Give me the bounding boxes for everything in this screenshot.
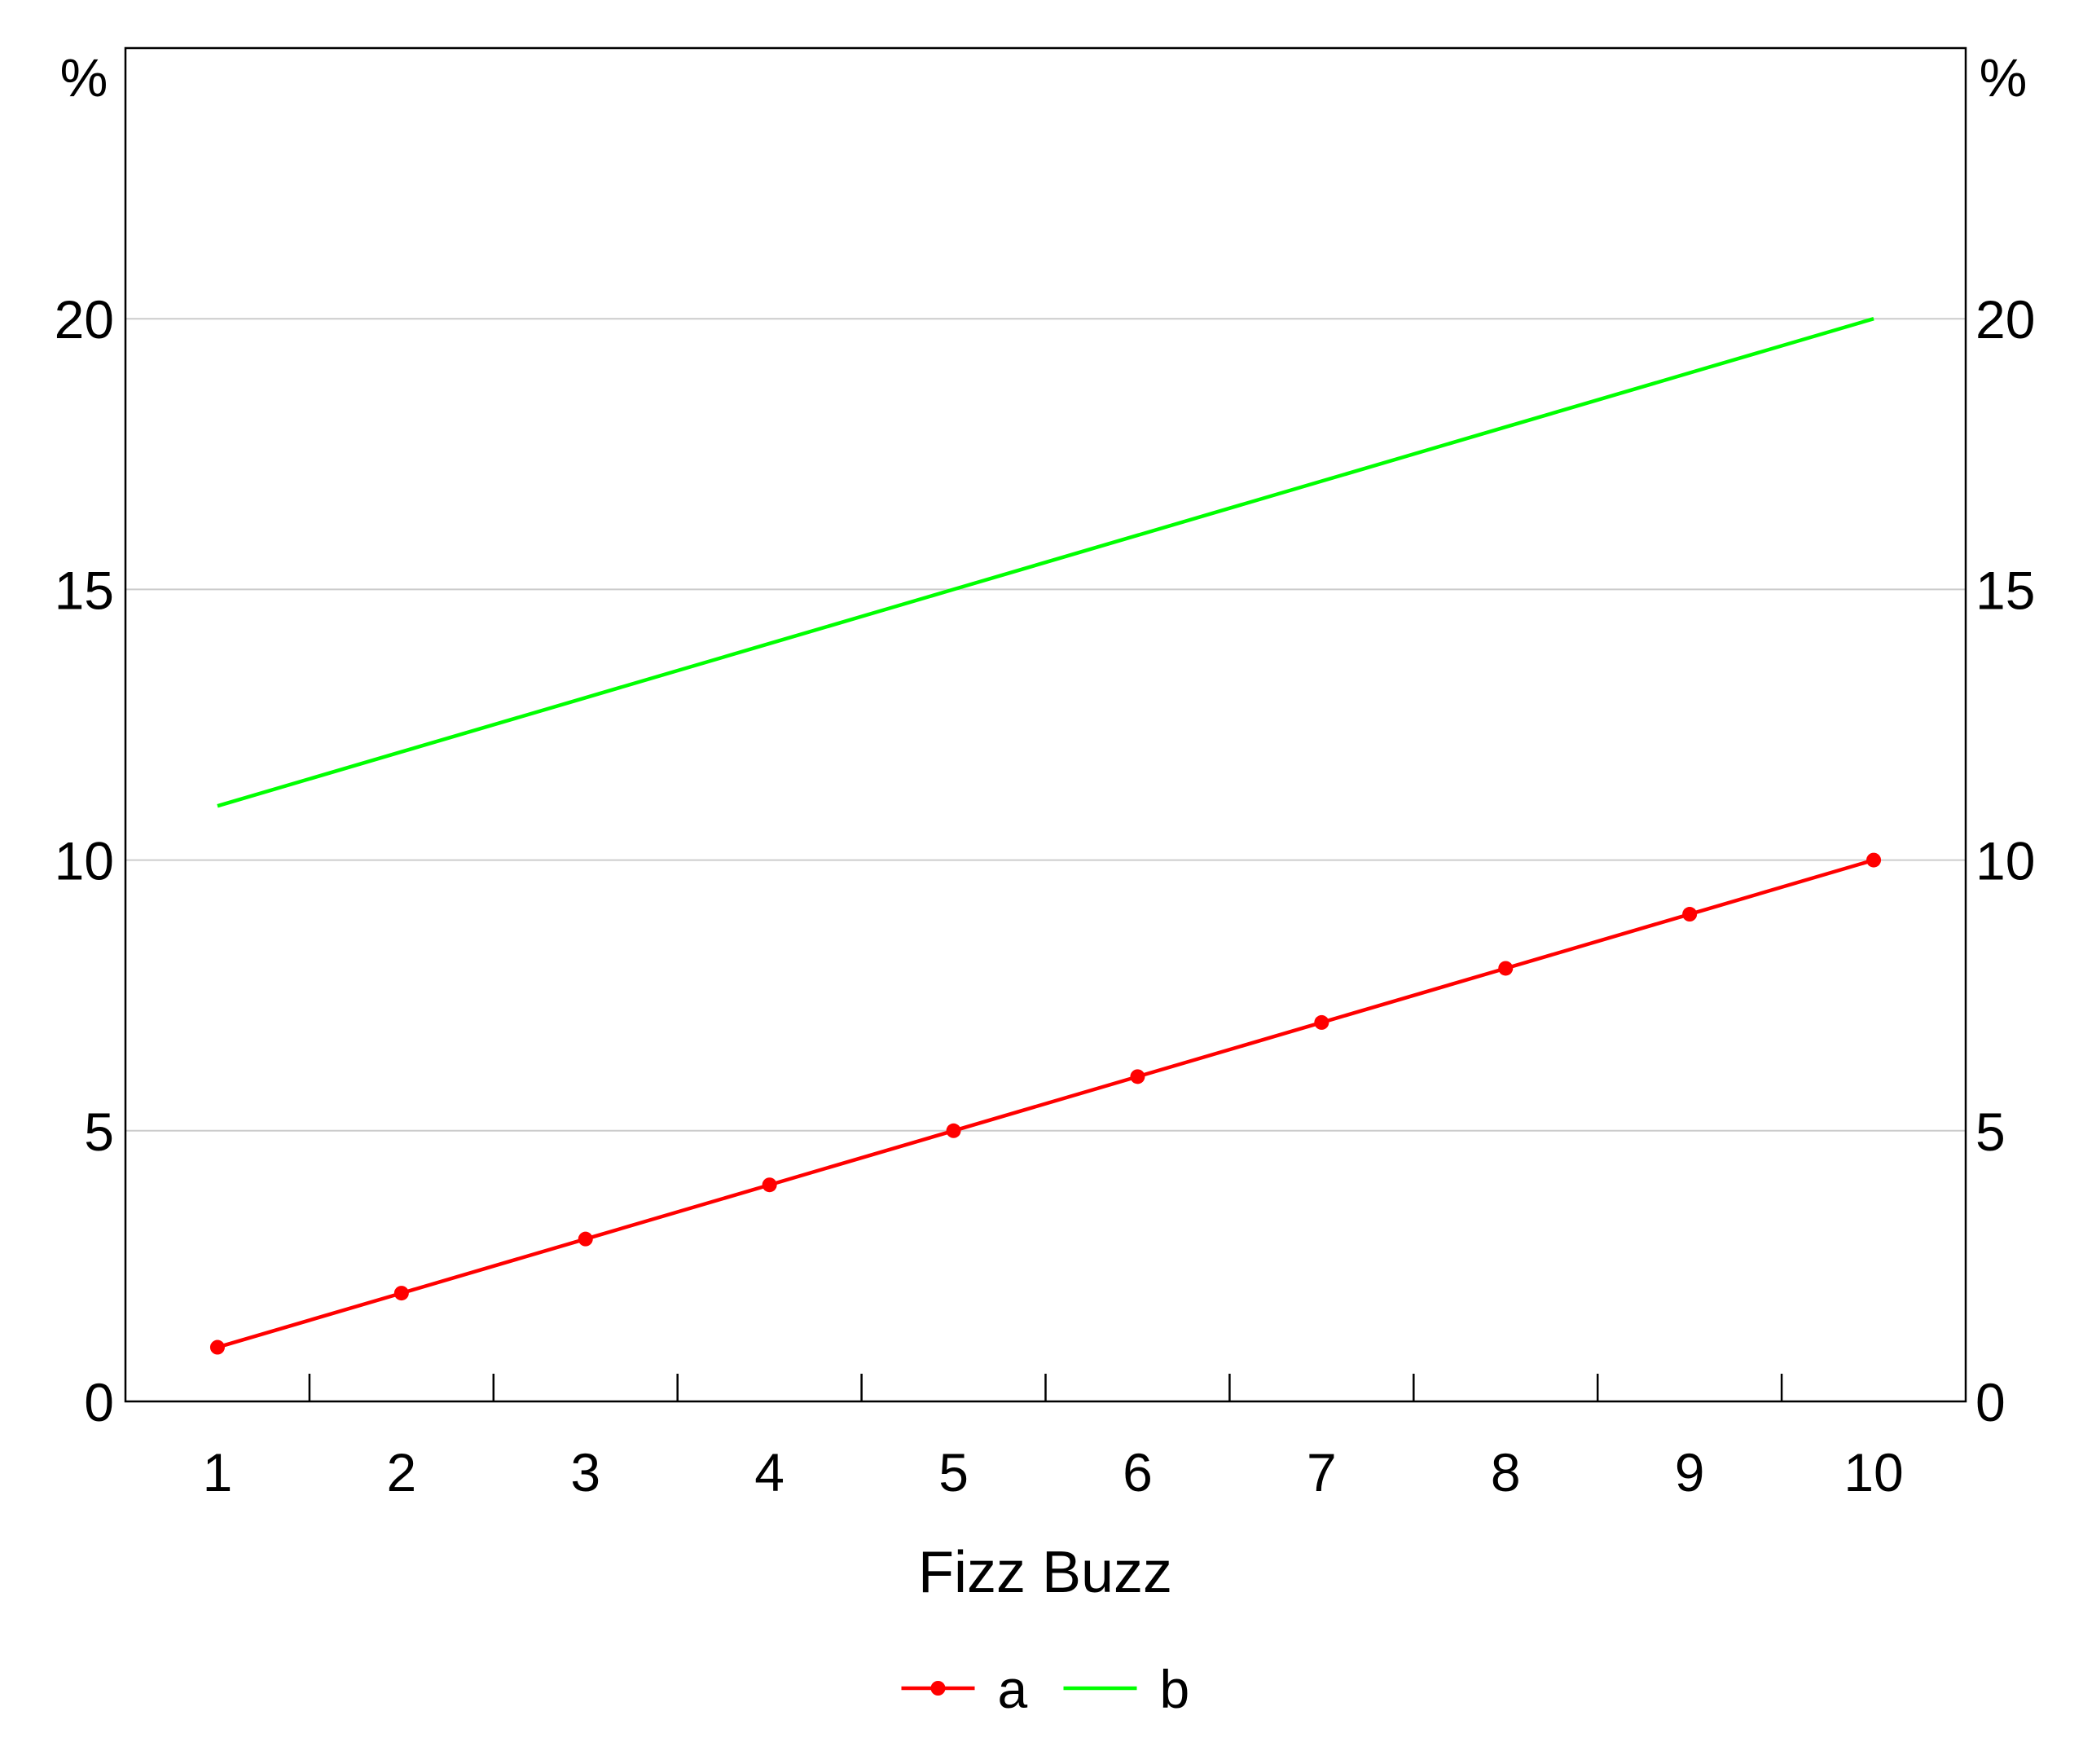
y-tick-label-left: 5 [84, 1102, 114, 1162]
series-line-a [217, 858, 1874, 1349]
series-line-b [217, 317, 1874, 808]
y-tick-label-right: 20 [1975, 289, 2035, 350]
legend-label: b [1160, 1659, 1190, 1719]
data-point [946, 1123, 961, 1138]
x-tick-label: 9 [1675, 1442, 1705, 1502]
y-tick-label-left: 15 [55, 560, 114, 620]
data-point [209, 1339, 225, 1355]
x-tick-label: 8 [1491, 1442, 1521, 1502]
y-tick-label-right: 0 [1975, 1372, 2006, 1432]
y-tick-label-right: 15 [1975, 560, 2035, 620]
x-tick-label: 6 [1123, 1442, 1153, 1502]
data-point [578, 1231, 593, 1247]
x-tick-marks [308, 1374, 1783, 1401]
series-a [209, 852, 1882, 1355]
y-tick-labels: 0 0 5 5 10 10 15 15 20 20 [55, 289, 2036, 1432]
x-tick-label: 1 [203, 1442, 233, 1502]
data-point [393, 1286, 409, 1301]
data-point [1314, 1014, 1329, 1030]
x-tick-labels: 1 2 3 4 5 6 7 8 9 10 [203, 1442, 1904, 1502]
x-tick-label: 7 [1307, 1442, 1337, 1502]
data-point [1866, 852, 1882, 868]
y-tick-label-right: 10 [1975, 831, 2035, 891]
y-tick-label-left: 0 [84, 1372, 114, 1432]
x-tick-label: 4 [754, 1442, 784, 1502]
series-b [217, 317, 1874, 808]
gridlines [125, 318, 1966, 1132]
y-unit-left: % [60, 47, 108, 108]
x-tick-label: 3 [570, 1442, 600, 1502]
plot-frame [124, 46, 1967, 1403]
legend-label: a [998, 1659, 1028, 1719]
data-point [1682, 907, 1698, 922]
legend-item-a: a [901, 1659, 1028, 1719]
y-tick-label-left: 20 [55, 289, 114, 350]
data-point [762, 1177, 777, 1193]
legend-marker [930, 1681, 946, 1696]
x-tick-label: 5 [938, 1442, 969, 1502]
x-tick-label: 2 [386, 1442, 416, 1502]
y-unit-right: % [1980, 47, 2028, 108]
data-point [1498, 961, 1514, 976]
x-tick-label: 10 [1843, 1442, 1903, 1502]
y-tick-label-left: 10 [55, 831, 114, 891]
legend-item-b: b [1063, 1659, 1190, 1719]
data-point [1130, 1069, 1145, 1084]
x-axis-title: Fizz Buzz [918, 1540, 1172, 1605]
y-tick-label-right: 5 [1975, 1102, 2006, 1162]
series [209, 317, 1882, 1355]
